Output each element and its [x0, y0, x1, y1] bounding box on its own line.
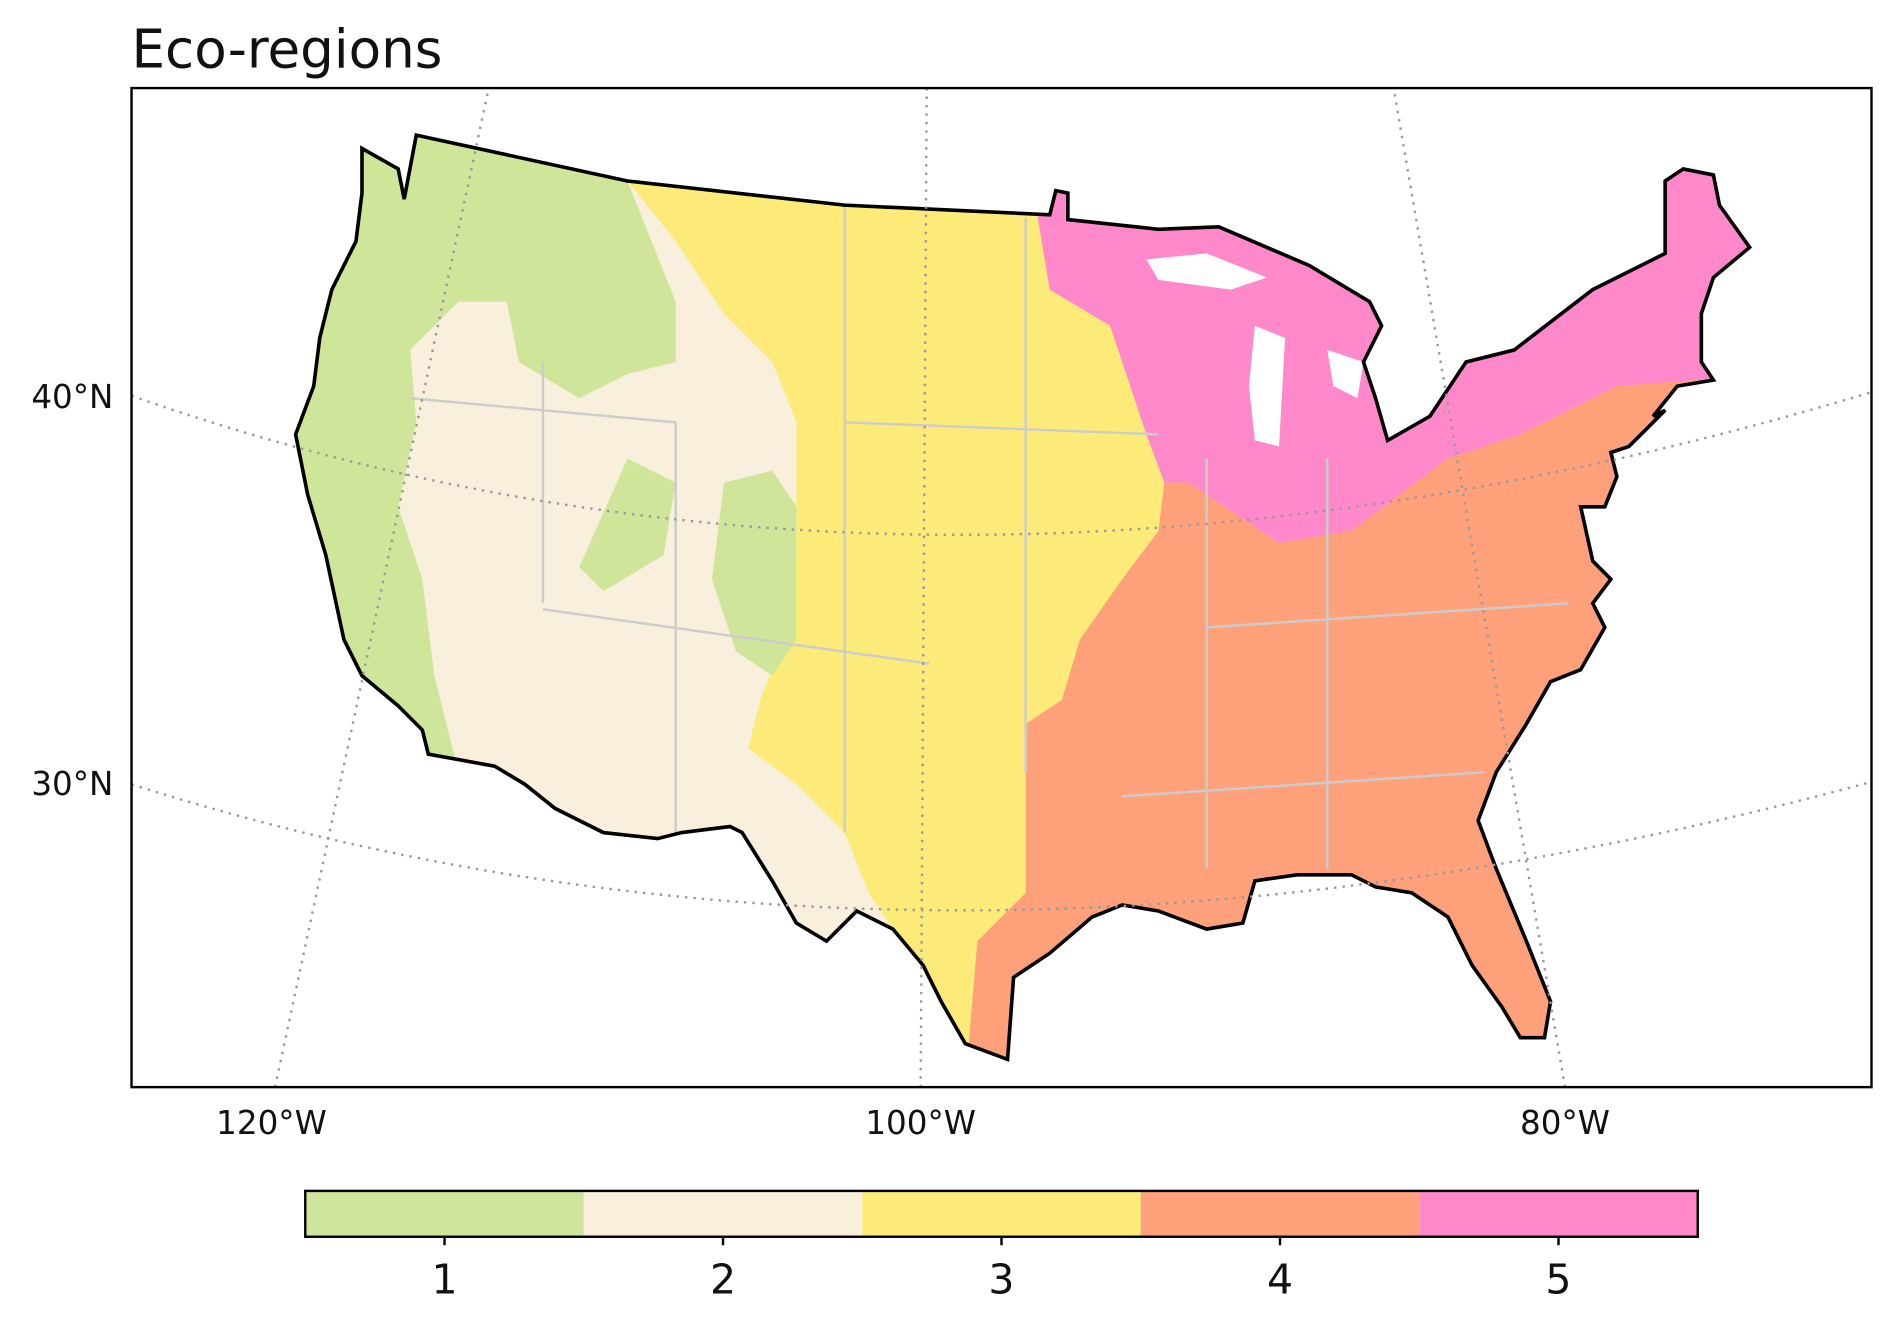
colorbar-tick-label: 4	[1267, 1255, 1293, 1303]
graticule	[131, 87, 1872, 1088]
map-title: Eco-regions	[132, 19, 443, 81]
eco-regions	[295, 135, 1750, 1060]
us-outline	[293, 132, 1753, 1062]
lon-label: 120°W	[216, 1104, 327, 1142]
region-1	[579, 458, 676, 592]
colorbar-tick-label: 3	[988, 1255, 1014, 1303]
great-lakes	[1327, 349, 1364, 399]
colorbar-tick-label: 1	[431, 1255, 457, 1303]
state-lines	[410, 205, 1569, 869]
great-lakes	[1248, 325, 1286, 447]
colorbar-segment	[1140, 1190, 1420, 1237]
lon-label: 80°W	[1520, 1104, 1610, 1142]
lat-label: 40°N	[31, 378, 113, 416]
region-1	[711, 470, 797, 676]
great-lakes	[1146, 253, 1267, 290]
colorbar-tick-label: 2	[710, 1255, 736, 1303]
map-frame	[130, 86, 1873, 1089]
lon-label: 100°W	[865, 1104, 976, 1142]
colorbar-frame	[304, 1189, 1699, 1238]
colorbar-tick-label: 5	[1545, 1255, 1571, 1303]
colorbar-segment	[583, 1190, 863, 1237]
colorbar-segment	[305, 1190, 584, 1237]
colorbar-segment	[1419, 1190, 1698, 1237]
lat-label: 30°N	[31, 765, 113, 803]
colorbar: 1 2 3 4 5	[304, 1189, 1699, 1303]
colorbar-segment	[862, 1190, 1141, 1237]
region-1	[295, 135, 676, 773]
